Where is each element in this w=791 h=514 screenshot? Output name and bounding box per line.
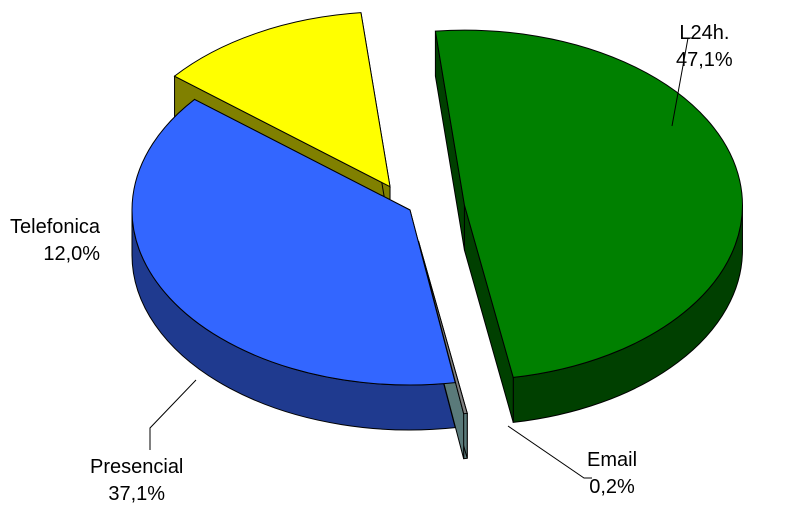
leader-line-0	[671, 37, 698, 127]
slice-telefonica	[173, 12, 391, 188]
label-telefonica-name: Telefonica	[10, 216, 101, 238]
label-email-value: 0,2%	[589, 476, 635, 498]
leader-line-1	[507, 425, 592, 479]
label-presencial-name: Presencial	[90, 456, 184, 478]
leader-lines	[149, 37, 698, 479]
label-presencial-value: 37,1%	[108, 483, 166, 505]
leader-line-2	[149, 379, 197, 450]
label-telefonica: Telefonica 12,0%	[10, 214, 100, 268]
slice-l24h-	[434, 29, 743, 378]
label-l24h-value: 47,1%	[676, 49, 733, 71]
slice-presencial	[131, 98, 456, 386]
slice-tops	[131, 12, 743, 415]
label-presencial: Presencial 37,1%	[90, 454, 183, 508]
label-l24h-name: L24h.	[679, 22, 730, 44]
label-email-name: Email	[587, 449, 638, 471]
label-l24h: L24h. 47,1%	[676, 20, 733, 74]
slice-email	[417, 240, 468, 415]
label-email: Email 0,2%	[587, 447, 637, 501]
label-telefonica-value: 12,0%	[43, 243, 101, 265]
